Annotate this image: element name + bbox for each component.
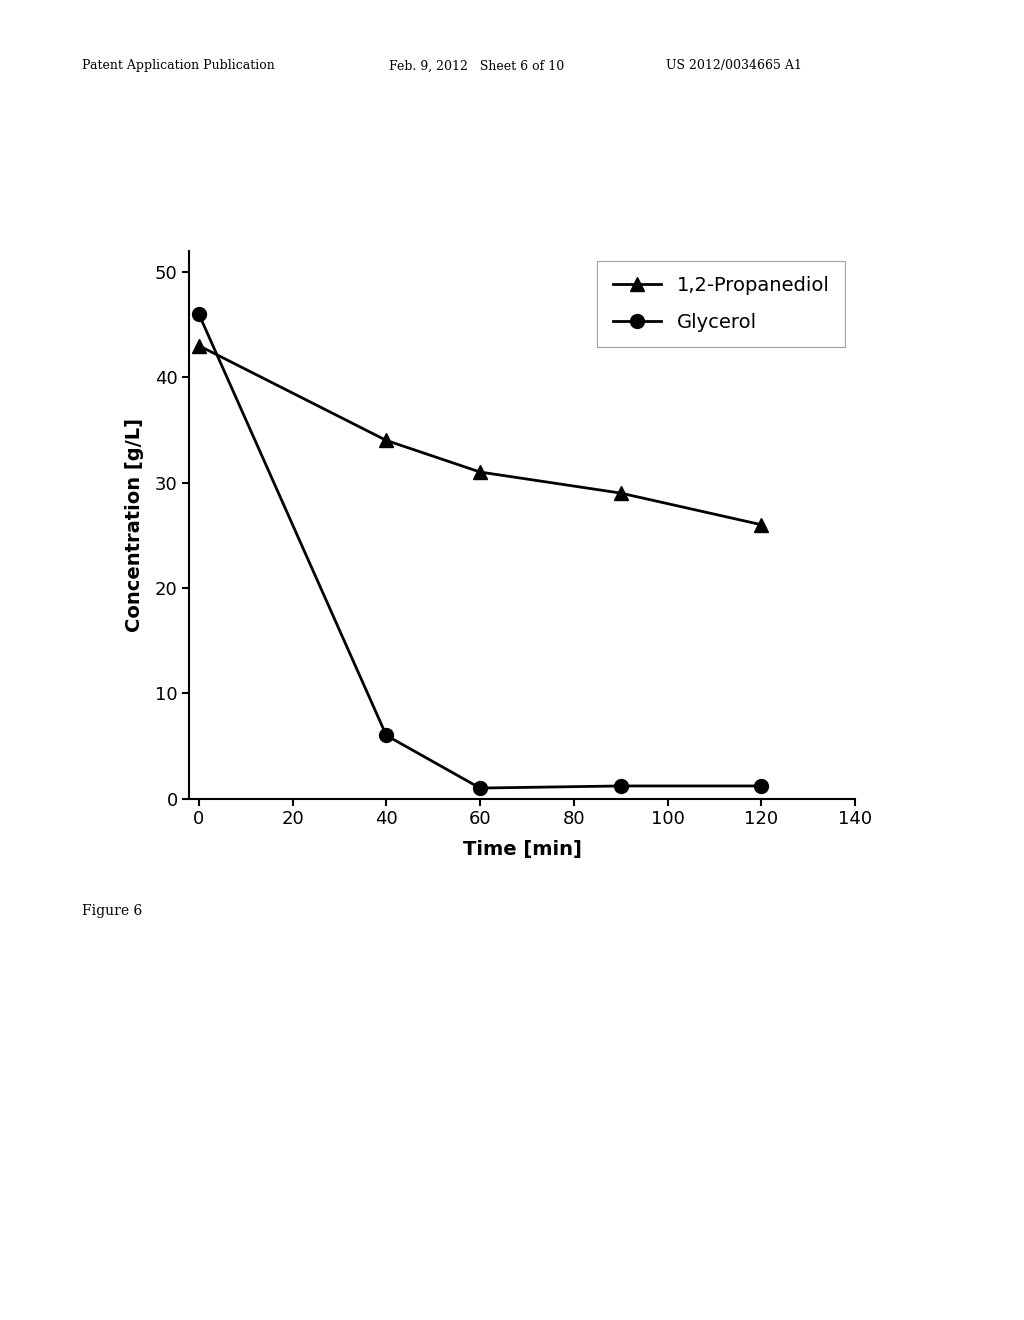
Text: Feb. 9, 2012   Sheet 6 of 10: Feb. 9, 2012 Sheet 6 of 10 bbox=[389, 59, 564, 73]
1,2-Propanediol bbox=[193, 338, 205, 354]
1,2-Propanediol bbox=[614, 486, 627, 502]
Text: Patent Application Publication: Patent Application Publication bbox=[82, 59, 274, 73]
Text: US 2012/0034665 A1: US 2012/0034665 A1 bbox=[666, 59, 802, 73]
Glycerol bbox=[474, 780, 486, 796]
Glycerol bbox=[614, 777, 627, 793]
1,2-Propanediol bbox=[755, 516, 767, 532]
1,2-Propanediol bbox=[380, 433, 392, 449]
Line: Glycerol: Glycerol bbox=[191, 308, 768, 795]
Y-axis label: Concentration [g/L]: Concentration [g/L] bbox=[125, 417, 143, 632]
1,2-Propanediol bbox=[474, 465, 486, 480]
X-axis label: Time [min]: Time [min] bbox=[463, 840, 582, 858]
Glycerol bbox=[380, 727, 392, 743]
Legend: 1,2-Propanediol, Glycerol: 1,2-Propanediol, Glycerol bbox=[597, 260, 846, 347]
Text: Figure 6: Figure 6 bbox=[82, 904, 142, 919]
Glycerol bbox=[755, 777, 767, 793]
Glycerol bbox=[193, 306, 205, 322]
Line: 1,2-Propanediol: 1,2-Propanediol bbox=[191, 339, 768, 532]
